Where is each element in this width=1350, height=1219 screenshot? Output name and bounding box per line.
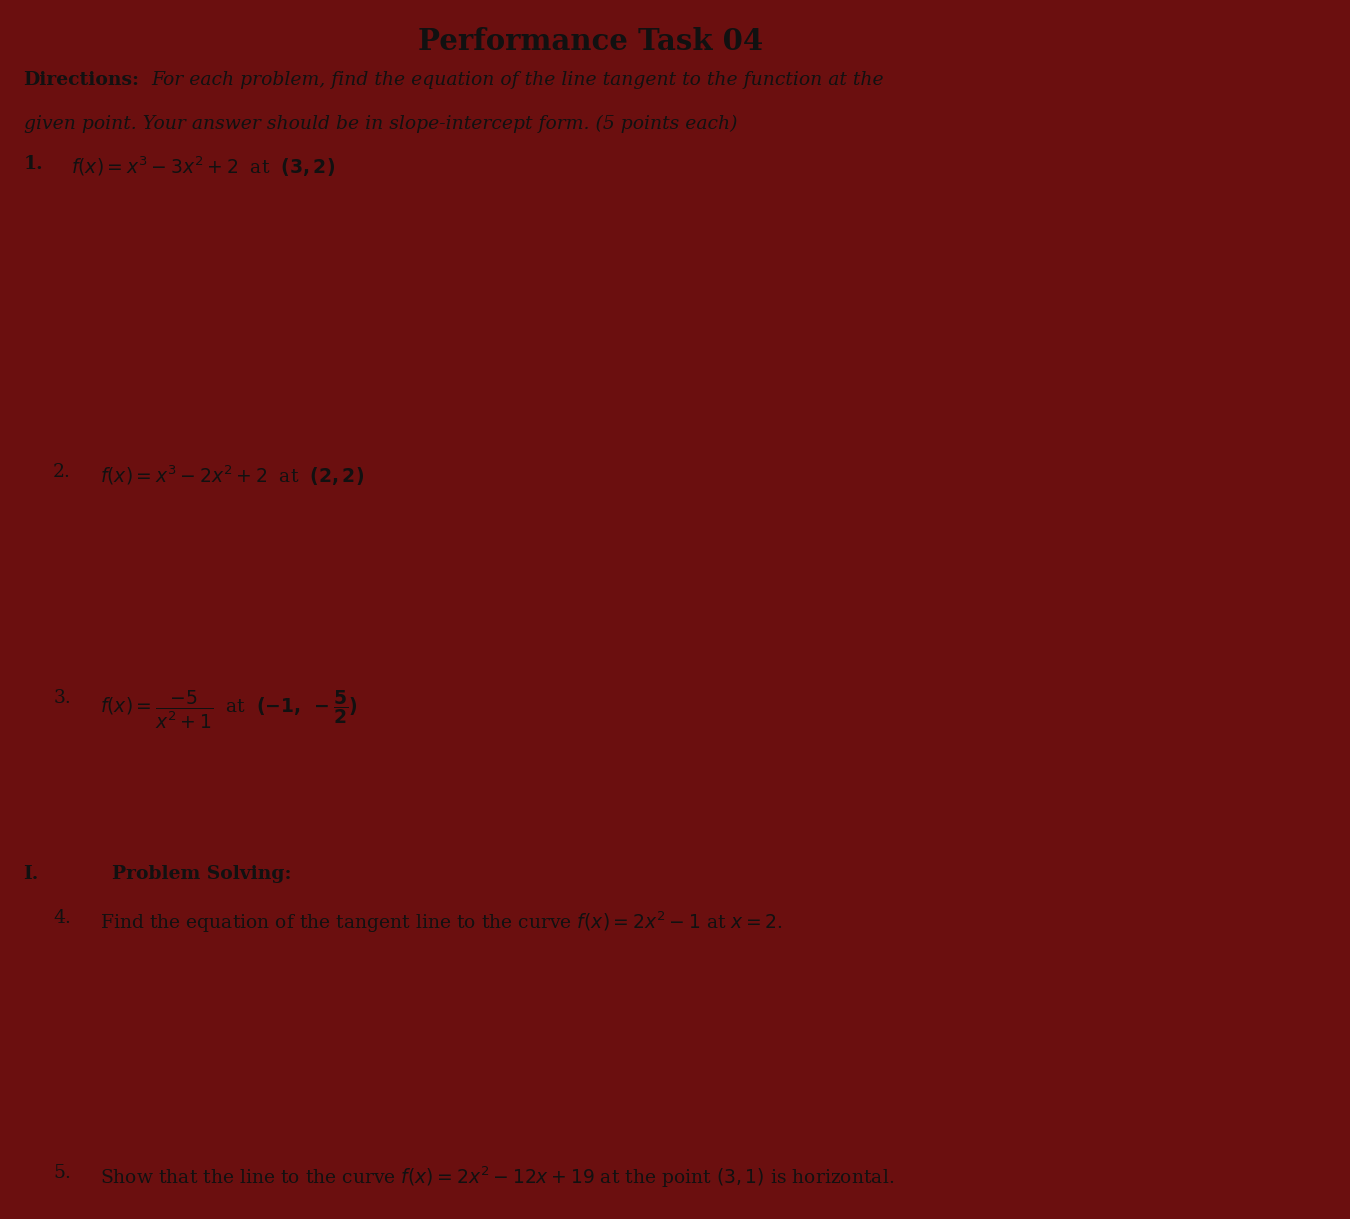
Text: Find the equation of the tangent line to the curve $f(x) = 2x^2 - 1$ at $x = 2$.: Find the equation of the tangent line to… — [100, 909, 783, 935]
Text: I.: I. — [23, 865, 39, 884]
Text: $f(x) = \dfrac{-5}{x^2+1}$  at  $\mathbf{(-1,\ -\dfrac{5}{2})}$: $f(x) = \dfrac{-5}{x^2+1}$ at $\mathbf{(… — [100, 689, 358, 731]
Text: 4.: 4. — [53, 909, 72, 928]
Text: 1.: 1. — [23, 155, 43, 173]
Text: 2.: 2. — [53, 463, 72, 482]
Text: For each problem, find the equation of the line tangent to the function at the: For each problem, find the equation of t… — [151, 71, 884, 89]
Text: given point. Your answer should be in slope-intercept form. (5 points each): given point. Your answer should be in sl… — [23, 115, 737, 133]
Text: Problem Solving:: Problem Solving: — [112, 865, 292, 884]
Text: $f(x) = x^3 - 2x^2 + 2$  at  $\mathbf{(2,2)}$: $f(x) = x^3 - 2x^2 + 2$ at $\mathbf{(2,2… — [100, 463, 364, 488]
Text: Directions:: Directions: — [23, 71, 139, 89]
Text: 3.: 3. — [53, 689, 72, 707]
Text: Performance Task 04: Performance Task 04 — [418, 27, 763, 56]
Text: Show that the line to the curve $f(x) = 2x^2 - 12x + 19$ at the point $(3, 1)$ i: Show that the line to the curve $f(x) = … — [100, 1164, 895, 1190]
Text: 5.: 5. — [53, 1164, 72, 1182]
Text: $f(x) = x^3 - 3x^2 + 2$  at  $\mathbf{(3,2)}$: $f(x) = x^3 - 3x^2 + 2$ at $\mathbf{(3,2… — [70, 155, 335, 179]
